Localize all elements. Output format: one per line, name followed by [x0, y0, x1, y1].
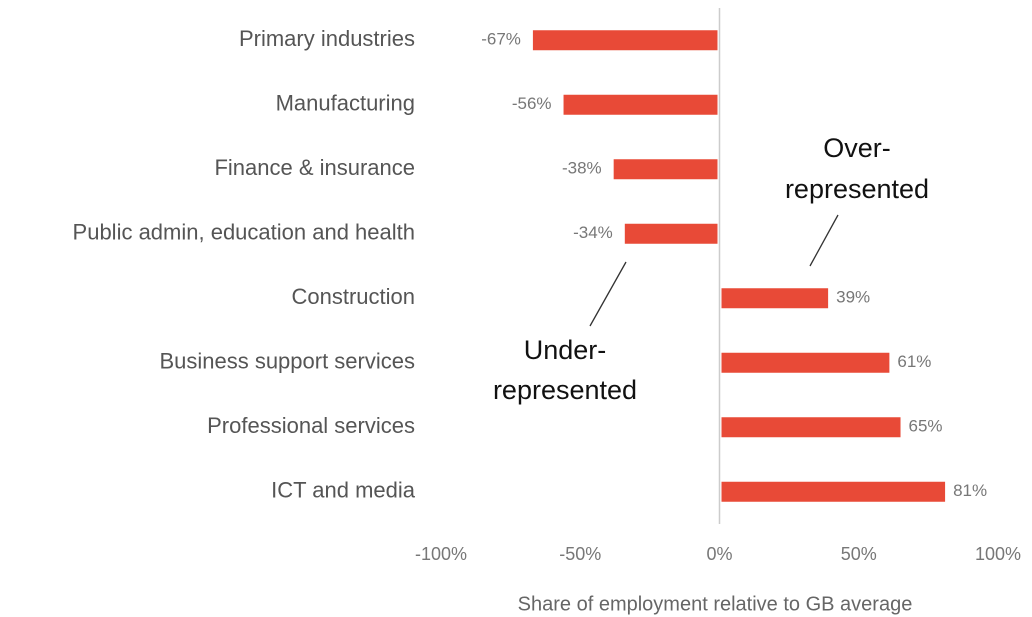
value-label: 39%: [836, 288, 870, 307]
x-tick-label: 100%: [975, 544, 1021, 564]
bar: [721, 481, 946, 502]
bar: [721, 352, 890, 373]
x-tick-label: 50%: [841, 544, 877, 564]
x-axis-title: Share of employment relative to GB avera…: [518, 593, 913, 615]
bar: [624, 223, 718, 244]
value-label: -38%: [562, 159, 602, 178]
category-label: Public admin, education and health: [73, 220, 415, 245]
bar: [532, 30, 718, 51]
annotation: Under-: [524, 335, 607, 365]
x-tick-label: -50%: [559, 544, 601, 564]
category-label: Finance & insurance: [214, 155, 415, 180]
x-tick-label: 0%: [706, 544, 732, 564]
bar: [721, 288, 829, 309]
value-label: 65%: [909, 417, 943, 436]
value-label: -56%: [512, 94, 552, 113]
x-tick-label: -100%: [415, 544, 467, 564]
value-label: 81%: [953, 481, 987, 500]
bar: [563, 94, 718, 115]
category-label: Construction: [291, 284, 415, 309]
value-label: -67%: [481, 30, 521, 49]
annotation-line: [809, 214, 839, 267]
category-label: Professional services: [207, 413, 415, 438]
annotation: Over-: [823, 133, 891, 163]
category-label: ICT and media: [271, 478, 416, 503]
bar: [613, 159, 718, 180]
value-label: -34%: [573, 223, 613, 242]
category-label: Manufacturing: [276, 91, 415, 116]
value-label: 61%: [897, 352, 931, 371]
category-label: Business support services: [159, 349, 415, 374]
annotation: represented: [785, 174, 929, 204]
annotation-line: [589, 261, 627, 327]
category-label: Primary industries: [239, 26, 415, 51]
annotation: represented: [493, 375, 637, 405]
bar: [721, 417, 901, 438]
